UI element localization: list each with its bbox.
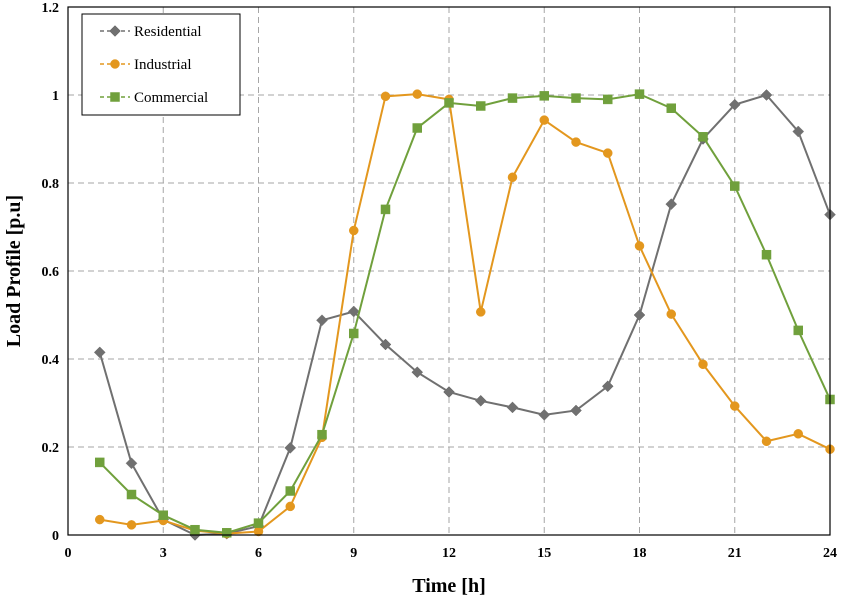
data-point [601,380,614,393]
data-point [285,501,295,512]
plot-frame [67,6,831,536]
data-point [666,309,676,319]
x-tick-label: 12 [442,546,456,561]
data-point [476,307,486,317]
data-point [539,115,549,125]
data-point [506,401,519,414]
data-point [317,429,327,440]
data-point [126,520,137,530]
data-point [125,457,138,470]
x-axis-title: Time [h] [412,575,486,597]
data-point [728,98,741,111]
data-point [380,91,391,102]
data-point [347,305,360,318]
gridlines [68,7,830,535]
data-point [793,325,803,336]
data-point [603,94,613,105]
data-point [761,249,772,260]
data-point [633,309,646,321]
data-point [443,386,455,398]
data-point [411,366,424,379]
data-point [476,101,486,111]
y-axis-title: Load Profile [p.u] [3,195,25,347]
data-point [730,401,740,411]
x-tick-label: 18 [633,546,647,561]
series-group [93,89,836,541]
x-tick-label: 3 [160,546,167,561]
data-point [571,93,581,103]
data-point [761,436,772,447]
data-point [379,338,392,351]
y-tick-label: 1.2 [42,1,60,16]
x-tick-label: 15 [537,546,551,561]
series-line [99,93,831,534]
y-tick-label: 0.8 [42,177,60,192]
legend-entry: Commercial [100,90,208,106]
data-point [698,359,708,370]
x-tick-label: 24 [823,546,837,561]
data-point [253,518,264,528]
data-point [190,524,200,535]
data-point [730,181,740,191]
data-point [412,89,422,99]
data-point [603,148,613,158]
data-point [349,225,359,236]
data-point [95,457,105,468]
data-point [539,91,549,101]
x-tick-label: 9 [350,546,357,561]
series-commercial [95,89,835,538]
data-point [316,314,328,327]
x-tick-label: 6 [255,546,262,561]
data-point [474,394,487,407]
data-point [158,510,168,520]
data-point [666,103,676,113]
x-tick-label: 0 [65,546,72,561]
legend-marker [110,59,120,69]
legend-label: Commercial [134,90,208,106]
data-point [93,346,106,359]
data-point [507,93,518,103]
legend-label: Industrial [134,57,192,73]
data-point [507,172,518,183]
data-point [571,137,581,147]
y-tick-label: 0 [52,529,59,544]
y-tick-label: 0.4 [42,353,60,368]
data-point [760,89,773,101]
legend: Residential Industrial Commercial [81,13,241,116]
data-point [285,486,295,496]
data-point [222,528,232,538]
y-tick-label: 0.2 [42,441,60,456]
y-tick-label: 0.6 [42,265,60,280]
data-point [792,125,805,138]
data-point [634,241,645,251]
data-point [665,198,678,210]
data-point [634,89,645,99]
legend-label: Residential [134,24,202,40]
legend-entry: Residential [100,24,202,40]
data-point [793,429,803,439]
y-tick-label: 1 [52,89,59,104]
data-point [95,514,105,525]
data-point [412,123,422,133]
x-tick-label: 21 [728,546,742,561]
data-point [570,404,582,417]
data-point [698,132,708,142]
data-point [444,98,454,108]
legend-marker [109,25,121,37]
data-point [538,409,551,421]
data-point [380,204,391,215]
legend-entry: Industrial [100,57,192,73]
legend-marker [110,92,120,102]
data-point [284,442,297,454]
data-point [126,489,137,500]
axis-ticks: 0 3 6 9 12 15 18 21 24 0 0.2 0.4 0.6 0.8 1 1.2 [42,1,838,561]
data-point [349,328,359,339]
